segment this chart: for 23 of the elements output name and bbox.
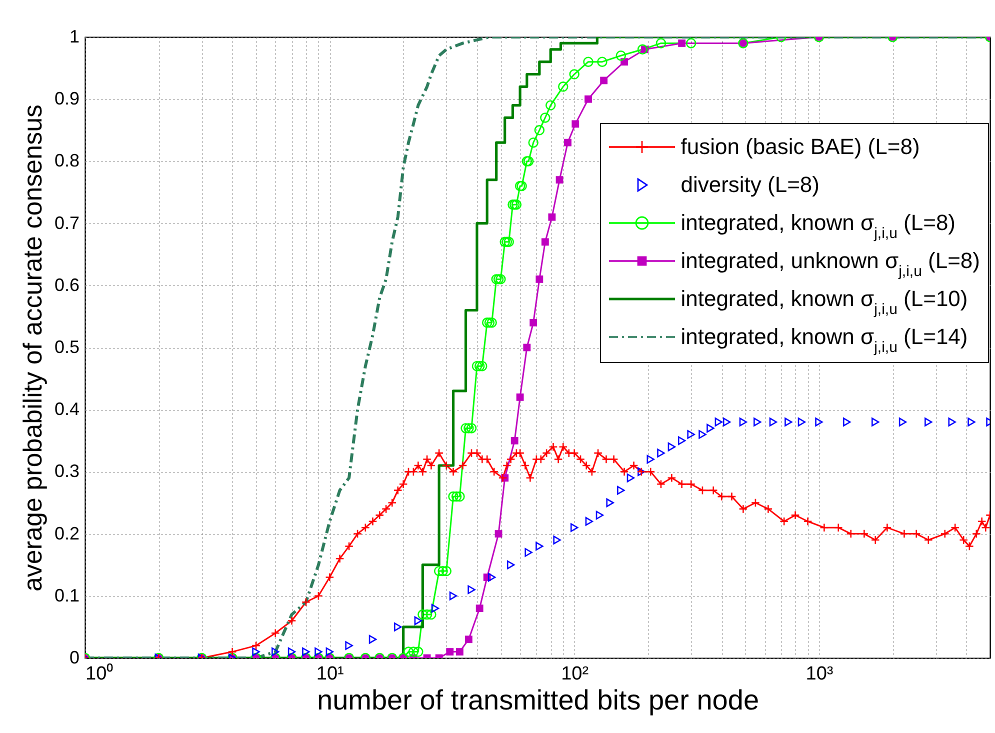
x-axis-title: number of transmitted bits per node <box>316 684 760 716</box>
y-tick-label: 0.2 <box>54 523 80 544</box>
y-tick-label: 0.5 <box>54 337 80 357</box>
legend-label: integrated, known σ$_{j,i,u}$ (L=8) <box>680 209 956 242</box>
x-tick-label: 10³ <box>806 664 834 684</box>
y-tick-label: 0.7 <box>54 212 80 233</box>
y-tick-label: 0.1 <box>54 585 80 606</box>
legend-label: integrated, unknown σ$_{j,i,u}$ (L=8) <box>680 247 980 280</box>
y-tick-label: 0.4 <box>54 399 80 420</box>
x-tick-label: 10⁰ <box>86 662 114 684</box>
y-axis-title: average probability of accurate consensus <box>17 104 48 592</box>
y-tick-label: 0.3 <box>54 461 80 482</box>
x-tick-label: 10¹ <box>316 664 344 684</box>
y-tick-label: 0.8 <box>54 150 80 171</box>
y-tick-label: 0.6 <box>54 274 80 295</box>
y-tick-label: 0 <box>69 648 80 668</box>
legend-label: integrated, known σ$_{j,i,u}$ (L=10) <box>680 285 968 318</box>
y-tick-label: 0.9 <box>54 88 80 109</box>
x-tick-label: 10² <box>561 664 589 684</box>
y-tick-label: 1 <box>69 26 80 46</box>
legend-label: fusion (basic BAE) (L=8) <box>680 133 920 161</box>
legend-label: diversity (L=8) <box>680 171 820 199</box>
legend-label: integrated, known σ$_{j,i,u}$ (L=14) <box>680 323 968 356</box>
